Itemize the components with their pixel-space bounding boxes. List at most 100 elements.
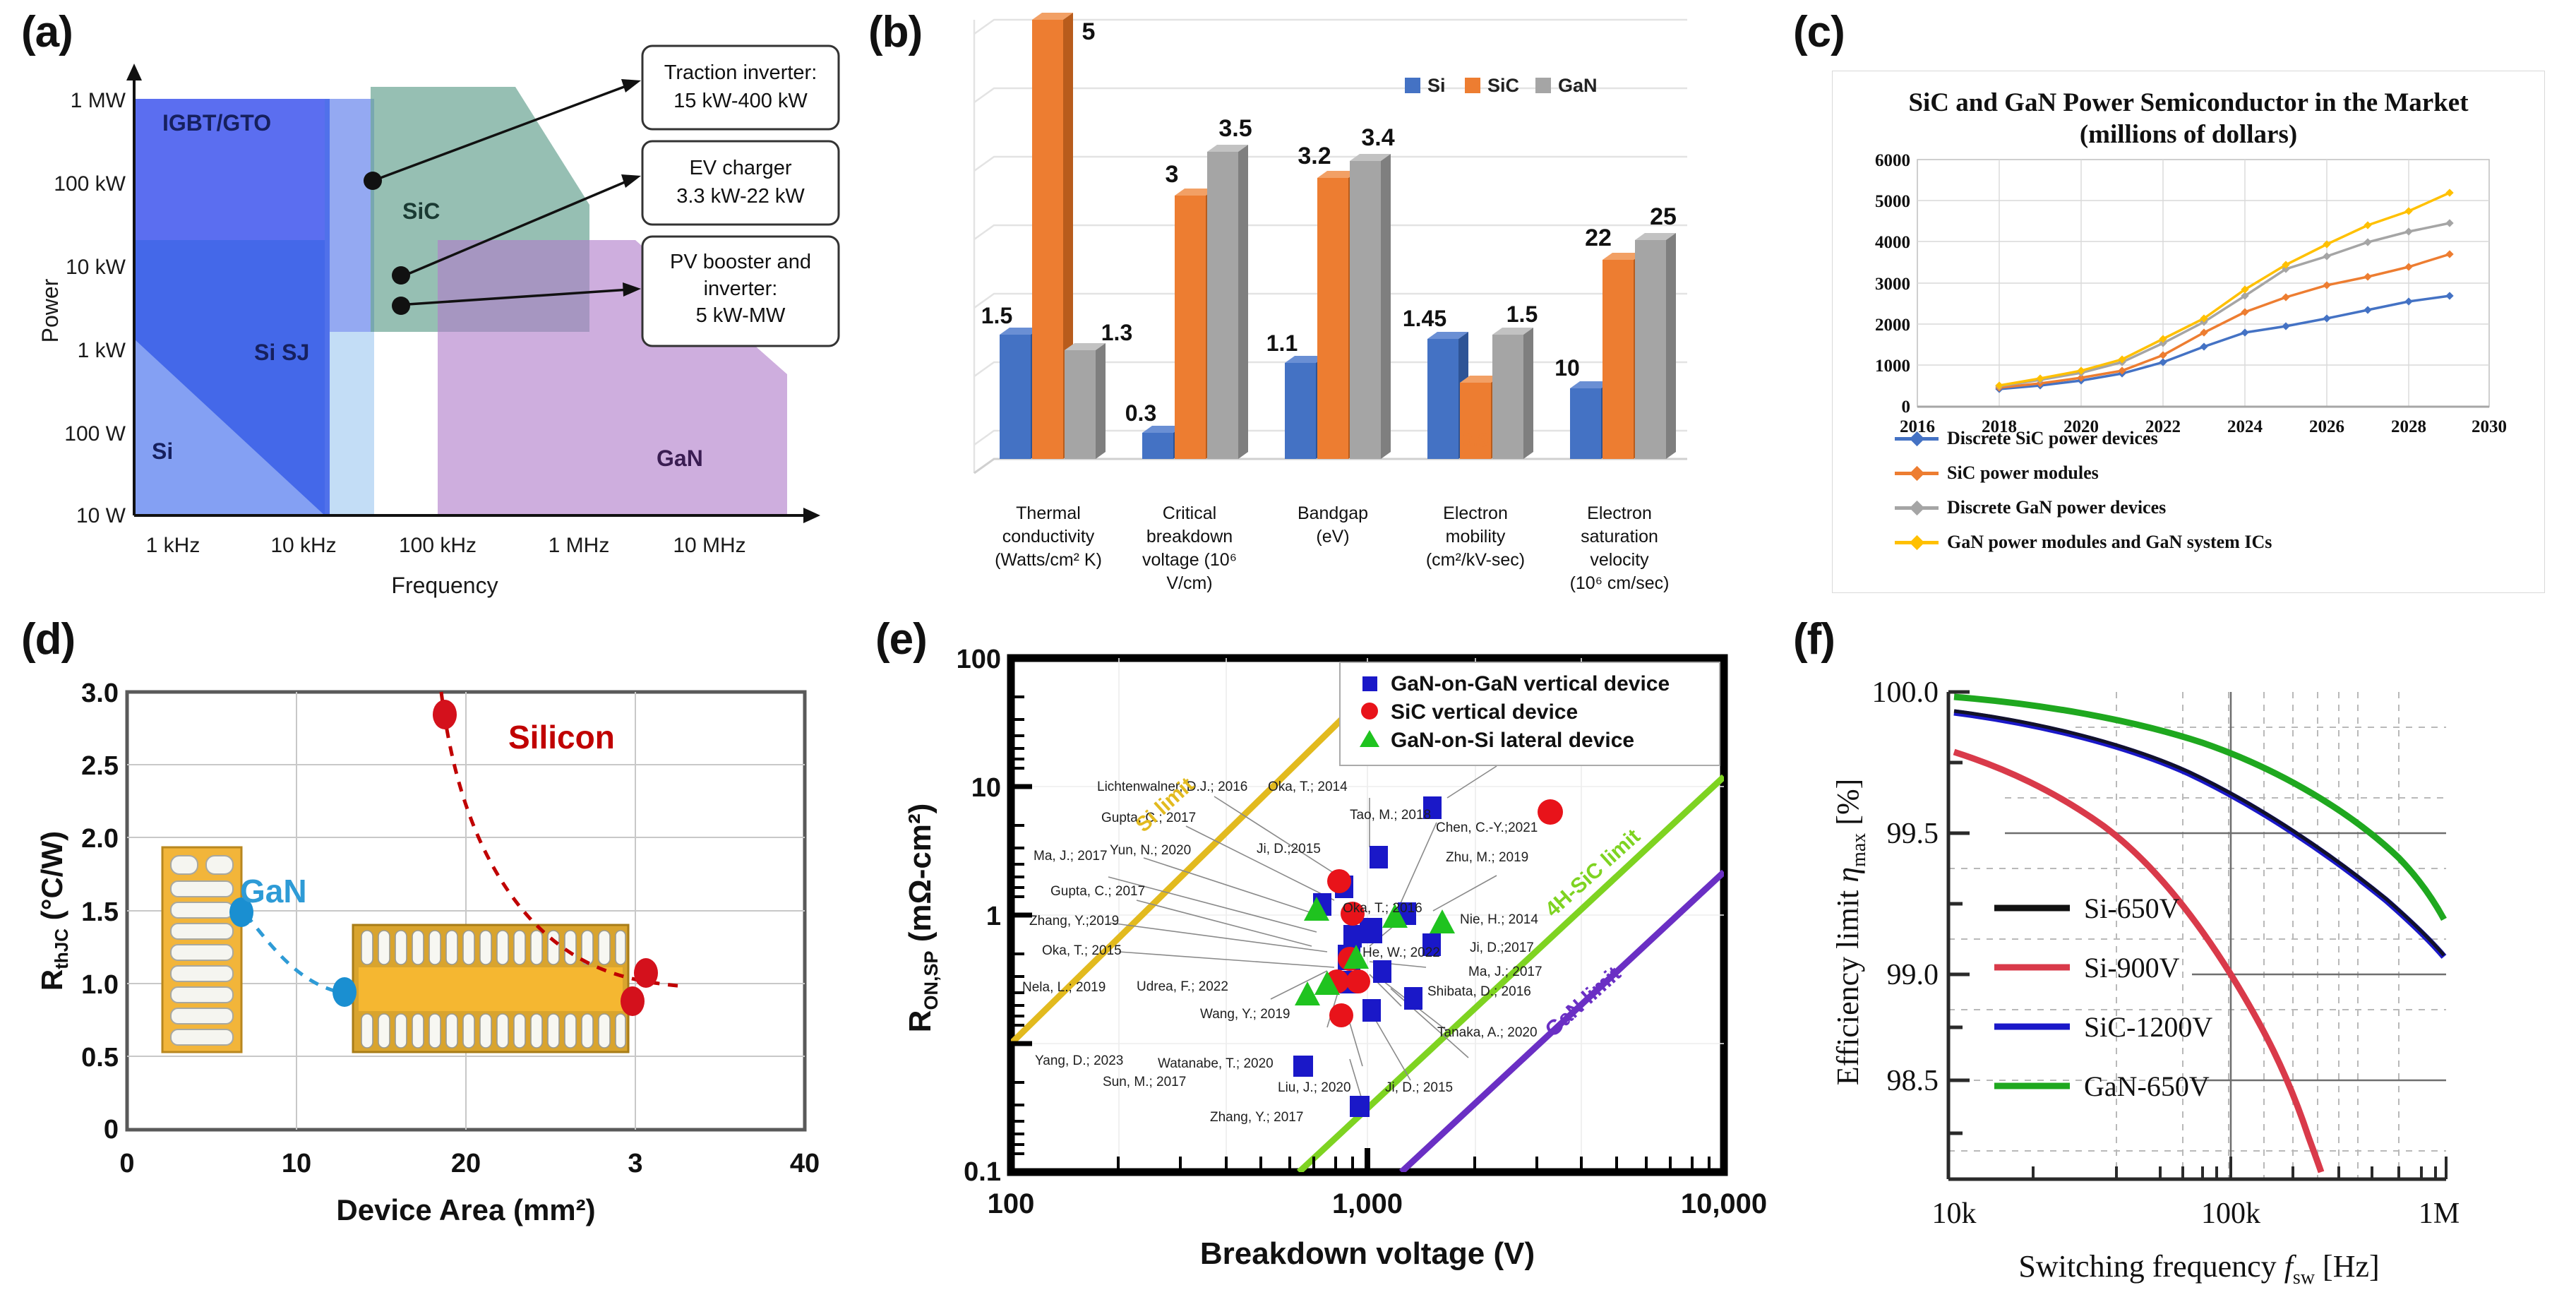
panel-e-yticks-minor — [1011, 695, 1024, 1155]
bar-value-label: 1.1 — [1266, 330, 1298, 356]
panel-f-xlabel: Switching frequency fsw [Hz] — [2018, 1249, 2379, 1289]
limit-line-si — [1011, 689, 1372, 1046]
svg-text:Zhang, Y.; 2017: Zhang, Y.; 2017 — [1210, 1110, 1303, 1125]
svg-text:Chen, C.-Y.;2021: Chen, C.-Y.;2021 — [1436, 820, 1538, 835]
panel-c-series — [1999, 191, 2450, 390]
panel-e-xlabel: Breakdown voltage (V) — [1200, 1236, 1535, 1271]
svg-text:2020: 2020 — [2063, 417, 2099, 436]
svg-text:0: 0 — [119, 1149, 134, 1178]
svg-text:Ji, D.;2017: Ji, D.;2017 — [1470, 940, 1534, 955]
svg-text:Ji, D.;2015: Ji, D.;2015 — [1257, 842, 1321, 856]
svg-text:(Watts/cm² K): (Watts/cm² K) — [995, 550, 1102, 570]
curve-si-650v — [1953, 709, 2445, 957]
svg-text:10k: 10k — [1932, 1197, 1977, 1230]
bar-value-label: 25 — [1650, 203, 1677, 230]
svg-text:RON,SP (mΩ-cm²): RON,SP (mΩ-cm²) — [903, 804, 942, 1033]
svg-text:1 kW: 1 kW — [78, 339, 126, 362]
svg-text:Ma, J.; 2017: Ma, J.; 2017 — [1034, 849, 1108, 864]
silicon-data-points — [433, 700, 658, 1016]
bar-value-label: 1.3 — [1101, 320, 1132, 345]
legend-label: GaN power modules and GaN system ICs — [1947, 532, 2272, 552]
legend-item-discrete-sic-power-devices: Discrete SiC power devices — [1895, 428, 2272, 449]
svg-text:10 kHz: 10 kHz — [270, 534, 336, 557]
series-line-gan-modules-system-ics — [1999, 191, 2450, 387]
svg-text:100 W: 100 W — [64, 422, 126, 446]
panel-a-ylabel: Power — [37, 278, 63, 342]
svg-text:100.0: 100.0 — [1872, 676, 1939, 709]
svg-text:Gupta, C.; 2017: Gupta, C.; 2017 — [1050, 884, 1145, 899]
svg-text:Sun, M.; 2017: Sun, M.; 2017 — [1103, 1075, 1186, 1089]
limit-line-4h-sic — [1296, 774, 1724, 1172]
legend-label-gan-650v: GaN-650V — [2084, 1070, 2210, 1102]
silicon-trend-curve — [439, 691, 685, 989]
svg-text:Nie, H.; 2014: Nie, H.; 2014 — [1460, 912, 1538, 927]
panel-d-yticks: 3.0 2.5 2.0 1.5 1.0 0.5 0 — [81, 679, 119, 1145]
panel-f: (f) — [1793, 614, 2563, 1306]
svg-text:0.1: 0.1 — [964, 1157, 1001, 1187]
legend-swatch-sic-vertical — [1361, 703, 1378, 719]
panel-e-label: (e) — [875, 615, 928, 664]
svg-text:2.5: 2.5 — [81, 751, 119, 781]
bar-value-label: 22 — [1585, 225, 1612, 251]
bar-value-label: 0.3 — [1125, 400, 1156, 426]
callout-traction-title: Traction inverter: — [664, 61, 817, 84]
svg-text:Yun, N.; 2020: Yun, N.; 2020 — [1110, 843, 1191, 858]
bar-value-label: 10 — [1554, 355, 1580, 381]
legend-swatch-sic — [1465, 78, 1480, 93]
panel-f-gridlines — [1948, 692, 2446, 1179]
bar-group-critical-breakdown-voltage: 0.3 3 3.5 — [1125, 115, 1252, 459]
svg-text:voltage (10⁶: voltage (10⁶ — [1142, 550, 1237, 570]
svg-text:(cm²/kV-sec): (cm²/kV-sec) — [1426, 550, 1525, 570]
svg-text:Ji, D.; 2015: Ji, D.; 2015 — [1385, 1080, 1453, 1095]
svg-text:Electron: Electron — [1443, 503, 1508, 523]
legend-label-si-900v: Si-900V — [2084, 952, 2180, 984]
svg-text:1 kHz: 1 kHz — [146, 534, 200, 557]
panel-f-xticks: 10k 100k 1M — [1932, 1197, 2460, 1230]
svg-text:Gupta, C.; 2017: Gupta, C.; 2017 — [1101, 811, 1196, 825]
svg-text:1.0: 1.0 — [81, 970, 119, 1000]
panel-a-chart: 1 MW 100 kW 10 kW 1 kW 100 W 10 W 1 kHz … — [37, 44, 840, 598]
svg-text:conductivity: conductivity — [1002, 527, 1095, 546]
svg-text:Watanabe, T.; 2020: Watanabe, T.; 2020 — [1158, 1056, 1274, 1071]
svg-text:2018: 2018 — [1982, 417, 2017, 436]
bar-value-label: 0.9 — [1462, 429, 1489, 450]
package-icon-small — [161, 846, 243, 1053]
bar-value-label: 1.45 — [1403, 306, 1446, 331]
svg-text:98.5: 98.5 — [1887, 1065, 1939, 1097]
region-label-si: Si — [152, 438, 173, 464]
svg-text:1 MHz: 1 MHz — [549, 534, 610, 557]
svg-text:breakdown: breakdown — [1146, 527, 1233, 546]
svg-text:Ma, J.; 2017: Ma, J.; 2017 — [1468, 964, 1542, 979]
region-igbt-gto — [134, 99, 325, 240]
panel-b-label: (b) — [868, 8, 923, 56]
panel-d-xlabel: Device Area (mm²) — [336, 1193, 595, 1226]
svg-text:2024: 2024 — [2227, 417, 2263, 436]
region-label-igbt: IGBT/GTO — [162, 110, 271, 136]
svg-text:Zhang, Y.;2019: Zhang, Y.;2019 — [1029, 914, 1119, 928]
panel-a-arrows — [364, 79, 641, 315]
legend-marker — [1895, 500, 1939, 516]
svg-text:100 kW: 100 kW — [54, 172, 126, 196]
svg-text:0: 0 — [104, 1115, 119, 1145]
curve-gan-650v — [1953, 693, 2447, 921]
panel-f-yticks: 100.0 99.5 99.0 98.5 — [1872, 676, 1939, 1097]
panel-a-yticks: 1 MW 100 kW 10 kW 1 kW 100 W 10 W — [54, 89, 126, 527]
svg-text:Thermal: Thermal — [1016, 503, 1081, 523]
bar-group-bandgap: 1.1 3.2 3.4 — [1266, 124, 1395, 459]
svg-text:velocity: velocity — [1590, 550, 1649, 570]
svg-text:Bandgap: Bandgap — [1298, 503, 1368, 523]
panel-c: (c) SiC and GaN Power Semiconductor in t… — [1793, 7, 2563, 614]
panel-b-xticks: Thermal conductivity (Watts/cm² K) Criti… — [995, 503, 1669, 593]
panel-c-chart: 6000 5000 4000 3000 2000 1000 0 2016 201… — [1875, 151, 2507, 436]
svg-text:Yang, D.; 2023: Yang, D.; 2023 — [1035, 1053, 1123, 1068]
callout-ev-title: EV charger — [689, 157, 791, 179]
svg-text:3000: 3000 — [1875, 275, 1910, 294]
svg-text:Efficiency limit ηmax [%]: Efficiency limit ηmax [%] — [1831, 779, 1870, 1086]
bar-value-label: 5 — [1082, 18, 1096, 45]
svg-text:Liu, J.; 2020: Liu, J.; 2020 — [1278, 1080, 1351, 1095]
svg-text:0.5: 0.5 — [81, 1043, 119, 1073]
legend-label: Discrete SiC power devices — [1947, 428, 2158, 448]
legend-swatch-gan — [1535, 78, 1551, 93]
panel-d-label: (d) — [21, 615, 76, 664]
svg-text:Electron: Electron — [1587, 503, 1652, 523]
